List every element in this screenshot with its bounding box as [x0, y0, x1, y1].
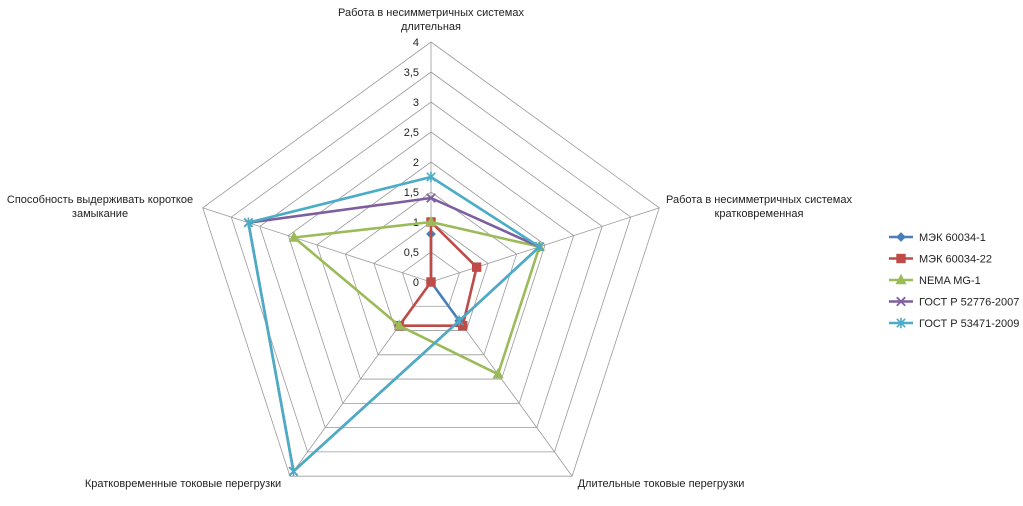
legend-item: МЭК 60034-1 [889, 232, 986, 244]
data-point [492, 367, 504, 379]
data-point [471, 262, 482, 272]
legend-label: ГОСТ Р 52776-2007 [919, 297, 1019, 309]
axis-label-line: Длительные токовые перегрузки [578, 478, 745, 490]
axis-label-line: замыкание [72, 208, 128, 220]
data-point [243, 217, 254, 228]
data-point [426, 193, 436, 203]
grid-ring [287, 131, 575, 404]
data-point [425, 215, 437, 227]
grid-ring [316, 161, 546, 380]
data-point [426, 171, 436, 183]
legend-label: ГОСТ Р 53471-2009 [919, 318, 1019, 330]
axis-label-line: длительная [401, 21, 461, 33]
legend-label: МЭК 60034-1 [919, 232, 986, 244]
tick-label: 0,5 [404, 247, 419, 259]
data-point [896, 296, 906, 307]
legend-label: NEMA MG-1 [919, 275, 981, 287]
data-point [288, 231, 300, 242]
data-point [896, 253, 906, 264]
legend-item: ГОСТ Р 52776-2007 [889, 297, 1019, 309]
data-point [426, 277, 436, 287]
tick-label: 3 [413, 97, 419, 109]
axis-label-line: Кратковременные токовые перегрузки [85, 478, 281, 490]
axis-label: Способность выдерживать короткое замыкани… [7, 194, 193, 220]
tick-label: 2 [413, 157, 419, 169]
legend-label: МЭК 60034-22 [919, 254, 992, 266]
axis-label: Работа в несимметричных системах длительн… [338, 7, 524, 33]
data-point [896, 317, 906, 329]
data-point [288, 466, 299, 477]
series-3 [288, 215, 545, 379]
data-point [896, 232, 906, 242]
data-point [454, 315, 464, 327]
tick-label: 4 [413, 37, 419, 49]
tick-label: 2,5 [404, 127, 419, 139]
grid-ring [259, 101, 603, 429]
axis-label-line: Работа в несимметричных системах [338, 7, 524, 19]
tick-label: 3,5 [404, 67, 419, 79]
series-line [247, 175, 541, 473]
axis-labels: Работа в несимметричных системах длительн… [7, 7, 853, 490]
tick-label: 0 [413, 277, 419, 289]
grid-ring [373, 221, 489, 331]
tick-label: 1,5 [404, 187, 419, 199]
grid-spoke [430, 207, 660, 283]
series-5 [243, 171, 545, 477]
grid-ring [230, 71, 632, 453]
axis-label: Работа в несимметричных системах кратковр… [666, 194, 852, 220]
axis-label: Кратковременные токовые перегрузки [85, 478, 281, 490]
grid-ring [202, 41, 660, 477]
legend-item: МЭК 60034-22 [889, 254, 992, 266]
legend: МЭК 60034-1 МЭК 60034-22 NEMA MG-1 ГОСТ Р 5… [889, 232, 1019, 330]
grid-ring [401, 251, 461, 307]
legend-item: ГОСТ Р 53471-2009 [889, 317, 1019, 330]
legend-item: NEMA MG-1 [889, 273, 981, 287]
axis-label-line: кратковременная [715, 208, 804, 220]
data-point [895, 273, 907, 285]
axis-label: Длительные токовые перегрузки [578, 478, 745, 490]
series-line [292, 220, 541, 376]
axis-label-line: Работа в несимметричных системах [666, 194, 852, 206]
data-point [534, 241, 545, 252]
grid-ring [344, 191, 518, 356]
radial-tick-labels: 00,511,522,533,54 [404, 37, 419, 289]
axis-label-line: Способность выдерживать короткое [7, 194, 193, 206]
data-point [393, 319, 405, 330]
grid-spoke [202, 207, 432, 283]
series-lines [243, 171, 545, 477]
series-line [397, 220, 478, 327]
